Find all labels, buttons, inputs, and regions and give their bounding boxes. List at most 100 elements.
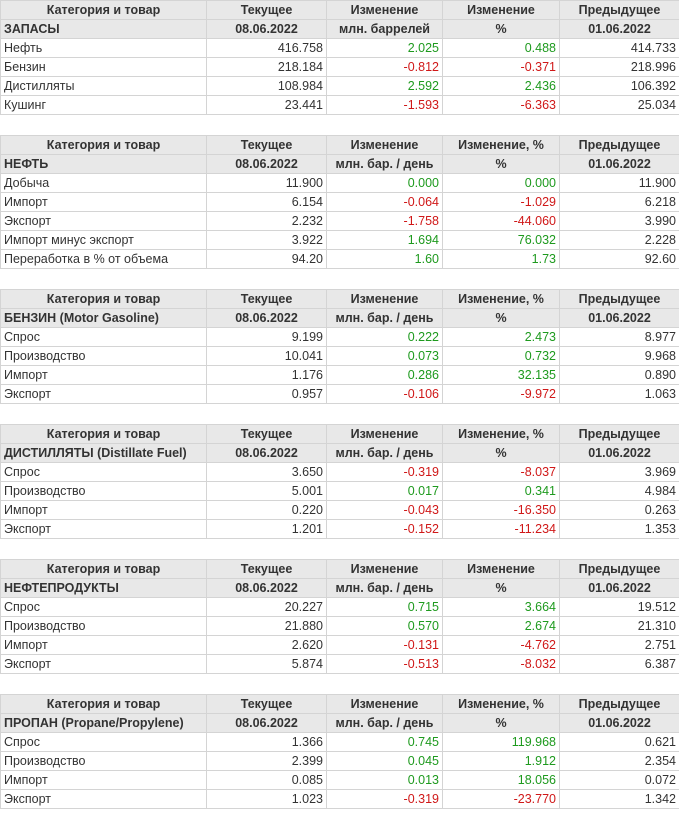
current-value: 0.220 [206,500,327,520]
current-value: 10.041 [206,346,327,366]
header-row: ДИСТИЛЛЯТЫ (Distillate Fuel) 08.06.2022 мл… [0,443,679,463]
current-value: 9.199 [206,327,327,347]
change-value: -0.152 [326,519,443,539]
previous-value: 1.063 [559,384,679,404]
item-name: Производство [0,481,207,501]
change-percent: -8.032 [442,654,560,674]
table-row: Производство 2.399 0.045 1.912 2.354 [0,751,679,771]
column-header: млн. бар. / день [326,154,443,174]
table-row: Экспорт 1.023 -0.319 -23.770 1.342 [0,789,679,809]
column-header: млн. бар. / день [326,443,443,463]
data-table: Категория и товар Текущее Изменение Изменен… [0,559,679,674]
change-value: -0.064 [326,192,443,212]
header-row: ПРОПАН (Propane/Propylene) 08.06.2022 млн.… [0,713,679,733]
item-name: Производство [0,616,207,636]
current-value: 0.085 [206,770,327,790]
header-row: Категория и товар Текущее Изменение Изменен… [0,694,679,714]
item-name: Производство [0,751,207,771]
change-percent: -0.371 [442,57,560,77]
header-row: БЕНЗИН (Motor Gasoline) 08.06.2022 млн. ба… [0,308,679,328]
item-name: Экспорт [0,211,207,231]
section-title: БЕНЗИН (Motor Gasoline) [0,308,207,328]
table-row: Производство 21.880 0.570 2.674 21.310 [0,616,679,636]
column-header: 01.06.2022 [559,443,679,463]
table-row: Импорт 0.085 0.013 18.056 0.072 [0,770,679,790]
change-value: 0.000 [326,173,443,193]
column-header: млн. баррелей [326,19,443,39]
table-row: Дистилляты 108.984 2.592 2.436 106.392 [0,76,679,96]
previous-value: 0.072 [559,770,679,790]
item-name: Кушинг [0,95,207,115]
section-title: ПРОПАН (Propane/Propylene) [0,713,207,733]
current-value: 218.184 [206,57,327,77]
previous-value: 1.342 [559,789,679,809]
current-value: 2.399 [206,751,327,771]
change-percent: -11.234 [442,519,560,539]
change-percent: 119.968 [442,732,560,752]
change-value: 2.025 [326,38,443,58]
column-header: Текущее [206,559,327,579]
table-row: Импорт 2.620 -0.131 -4.762 2.751 [0,635,679,655]
item-name: Спрос [0,327,207,347]
change-value: -1.758 [326,211,443,231]
column-header: Изменение [442,559,560,579]
table-row: Импорт минус экспорт 3.922 1.694 76.032 2.22… [0,230,679,250]
change-percent: -9.972 [442,384,560,404]
change-value: -0.812 [326,57,443,77]
column-header: Изменение, % [442,424,560,444]
section-title: ЗАПАСЫ [0,19,207,39]
table-row: Импорт 1.176 0.286 32.135 0.890 [0,365,679,385]
item-name: Импорт минус экспорт [0,230,207,250]
item-name: Спрос [0,462,207,482]
table-row: Бензин 218.184 -0.812 -0.371 218.996 [0,57,679,77]
column-header: Текущее [206,135,327,155]
column-header: Категория и товар [0,135,207,155]
item-name: Экспорт [0,519,207,539]
change-percent: 2.674 [442,616,560,636]
table-row: Экспорт 1.201 -0.152 -11.234 1.353 [0,519,679,539]
column-header: % [442,443,560,463]
previous-value: 1.353 [559,519,679,539]
column-header: Категория и товар [0,694,207,714]
header-row: Категория и товар Текущее Изменение Изменен… [0,135,679,155]
column-header: % [442,713,560,733]
item-name: Нефть [0,38,207,58]
header-row: Категория и товар Текущее Изменение Изменен… [0,0,679,20]
change-percent: 2.473 [442,327,560,347]
data-table: Категория и товар Текущее Изменение Изменен… [0,289,679,404]
column-header: 01.06.2022 [559,578,679,598]
current-value: 94.20 [206,249,327,269]
change-value: 0.570 [326,616,443,636]
table-row: Импорт 0.220 -0.043 -16.350 0.263 [0,500,679,520]
data-table: Категория и товар Текущее Изменение Изменен… [0,135,679,269]
previous-value: 6.218 [559,192,679,212]
section-title: ДИСТИЛЛЯТЫ (Distillate Fuel) [0,443,207,463]
change-percent: 0.488 [442,38,560,58]
change-value: 1.60 [326,249,443,269]
previous-value: 2.354 [559,751,679,771]
previous-value: 8.977 [559,327,679,347]
table-row: Экспорт 0.957 -0.106 -9.972 1.063 [0,384,679,404]
previous-value: 414.733 [559,38,679,58]
column-header: % [442,19,560,39]
current-value: 2.232 [206,211,327,231]
column-header: Изменение [326,289,443,309]
data-table: Категория и товар Текущее Изменение Изменен… [0,0,679,115]
change-percent: -16.350 [442,500,560,520]
column-header: Изменение, % [442,135,560,155]
column-header: 08.06.2022 [206,713,327,733]
previous-value: 21.310 [559,616,679,636]
table-row: Спрос 1.366 0.745 119.968 0.621 [0,732,679,752]
table-row: Спрос 3.650 -0.319 -8.037 3.969 [0,462,679,482]
table-row: Кушинг 23.441 -1.593 -6.363 25.034 [0,95,679,115]
item-name: Добыча [0,173,207,193]
column-header: млн. бар. / день [326,578,443,598]
current-value: 3.922 [206,230,327,250]
column-header: Предыдущее [559,694,679,714]
table-row: Экспорт 5.874 -0.513 -8.032 6.387 [0,654,679,674]
previous-value: 0.621 [559,732,679,752]
previous-value: 11.900 [559,173,679,193]
table-row: Добыча 11.900 0.000 0.000 11.900 [0,173,679,193]
item-name: Экспорт [0,384,207,404]
current-value: 0.957 [206,384,327,404]
